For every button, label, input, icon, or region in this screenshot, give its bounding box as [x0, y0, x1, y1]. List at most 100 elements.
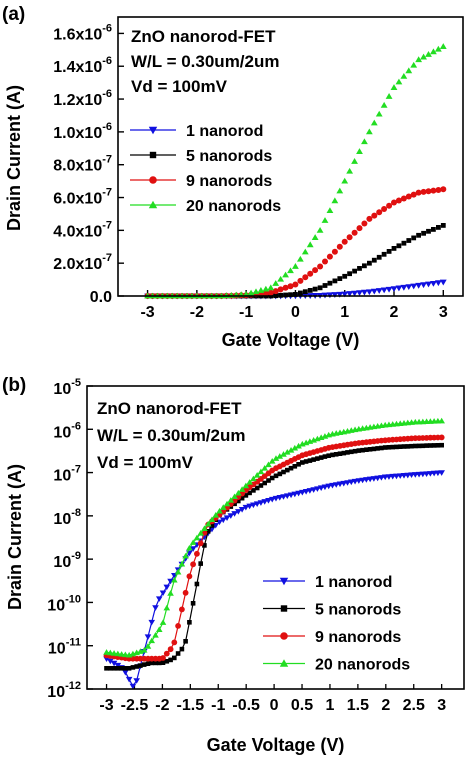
data-point: [401, 444, 407, 449]
y-tick-label: 1.2x10-6: [53, 88, 112, 109]
data-point: [182, 552, 189, 559]
legend-label: 20 nanorods: [186, 198, 281, 215]
panel-a-legend: 1 nanorod 5 nanorods 9 nanorods 20 nanorods: [130, 123, 281, 215]
data-point: [292, 263, 299, 269]
y-tick-label: 1.6x10-6: [53, 22, 112, 43]
data-point: [415, 56, 423, 63]
panel-a-plot-frame: [117, 16, 464, 297]
data-point: [167, 646, 174, 653]
data-point: [160, 660, 166, 665]
data-point: [326, 253, 333, 260]
data-point: [280, 494, 287, 500]
data-point: [232, 501, 237, 507]
x-tick-label: 1: [326, 697, 335, 714]
data-point: [337, 451, 343, 456]
panel-a-annotation-device: ZnO nanorod-FET: [131, 27, 276, 46]
data-point: [351, 290, 358, 297]
data-point: [424, 443, 429, 448]
data-point: [325, 483, 333, 490]
data-point: [231, 493, 238, 500]
data-point: [292, 464, 298, 469]
x-tick-label: 3: [439, 304, 448, 321]
data-point: [317, 285, 323, 291]
data-point: [267, 284, 275, 291]
x-tick-label: -1: [211, 697, 225, 714]
y-tick-label: 8.0x10-7: [53, 154, 112, 175]
data-point: [238, 486, 246, 492]
data-point: [416, 232, 421, 238]
data-point: [291, 444, 299, 451]
data-point: [366, 215, 373, 222]
data-point: [425, 51, 432, 57]
data-point: [209, 523, 215, 528]
data-point: [347, 271, 352, 277]
legend-entry: 9 nanorods: [130, 173, 272, 190]
data-point: [238, 506, 246, 513]
data-point: [295, 490, 302, 497]
y-tick-label: 10-7: [53, 464, 81, 485]
data-point: [239, 495, 245, 501]
data-point: [148, 637, 156, 644]
data-point: [227, 513, 235, 519]
data-point: [272, 455, 280, 461]
data-point: [420, 443, 426, 449]
data-point: [171, 576, 178, 583]
data-point: [197, 540, 204, 547]
data-point: [401, 240, 407, 246]
data-point: [231, 511, 238, 517]
data-point: [321, 217, 329, 223]
data-point: [178, 560, 186, 567]
legend-label: 5 nanorods: [186, 148, 272, 165]
data-point: [410, 191, 417, 198]
y-tick-label: 6.0x10-7: [53, 187, 112, 208]
y-tick-label: 10-11: [48, 637, 81, 658]
data-point: [351, 478, 359, 485]
x-tick-label: 3: [437, 697, 446, 714]
data-point: [252, 288, 260, 295]
x-tick-label: -3: [99, 697, 113, 714]
data-point: [141, 662, 147, 667]
data-point: [216, 507, 223, 514]
data-point: [332, 278, 338, 284]
data-point: [331, 248, 338, 255]
data-point: [315, 456, 320, 461]
data-point: [386, 249, 392, 254]
data-point: [439, 279, 447, 286]
y-tick-label: 1.0x10-6: [53, 121, 112, 142]
data-point: [395, 197, 402, 204]
data-point: [208, 516, 216, 523]
y-tick-label: 10-6: [53, 420, 81, 441]
data-point: [280, 451, 287, 457]
data-point: [300, 460, 305, 465]
data-point: [317, 263, 324, 270]
data-point: [312, 286, 318, 292]
data-point: [438, 417, 445, 424]
data-point: [287, 492, 295, 499]
data-point: [405, 444, 411, 449]
data-point: [171, 639, 178, 646]
data-point: [265, 461, 272, 468]
panel-a-y-axis-label: Drain Current (A): [4, 85, 24, 231]
data-point: [410, 283, 418, 290]
legend-label: 1 nanorod: [315, 574, 392, 591]
data-point: [183, 639, 188, 644]
panel-b-y-tick-labels: 10-12 10-11 10-10 10-9 10-8 10-7 10-6 10-5: [47, 377, 81, 701]
panel-b-annotation-wl: W/L = 0.30um/2um: [97, 426, 245, 445]
data-point: [292, 281, 299, 288]
data-point: [144, 634, 152, 641]
data-point: [287, 283, 294, 290]
panel-b-annotation-device: ZnO nanorod-FET: [97, 399, 242, 418]
y-tick-label: 1.4x10-6: [53, 55, 112, 76]
panel-b-plot-frame: [86, 385, 465, 690]
data-point: [380, 287, 388, 294]
data-point: [262, 285, 270, 292]
data-point: [316, 226, 324, 233]
data-point: [336, 291, 344, 298]
data-point: [322, 258, 328, 265]
data-point: [440, 186, 447, 193]
data-point: [356, 290, 363, 297]
data-point: [416, 443, 422, 449]
data-point: [190, 561, 197, 568]
data-point: [396, 243, 402, 249]
data-point: [436, 225, 441, 230]
